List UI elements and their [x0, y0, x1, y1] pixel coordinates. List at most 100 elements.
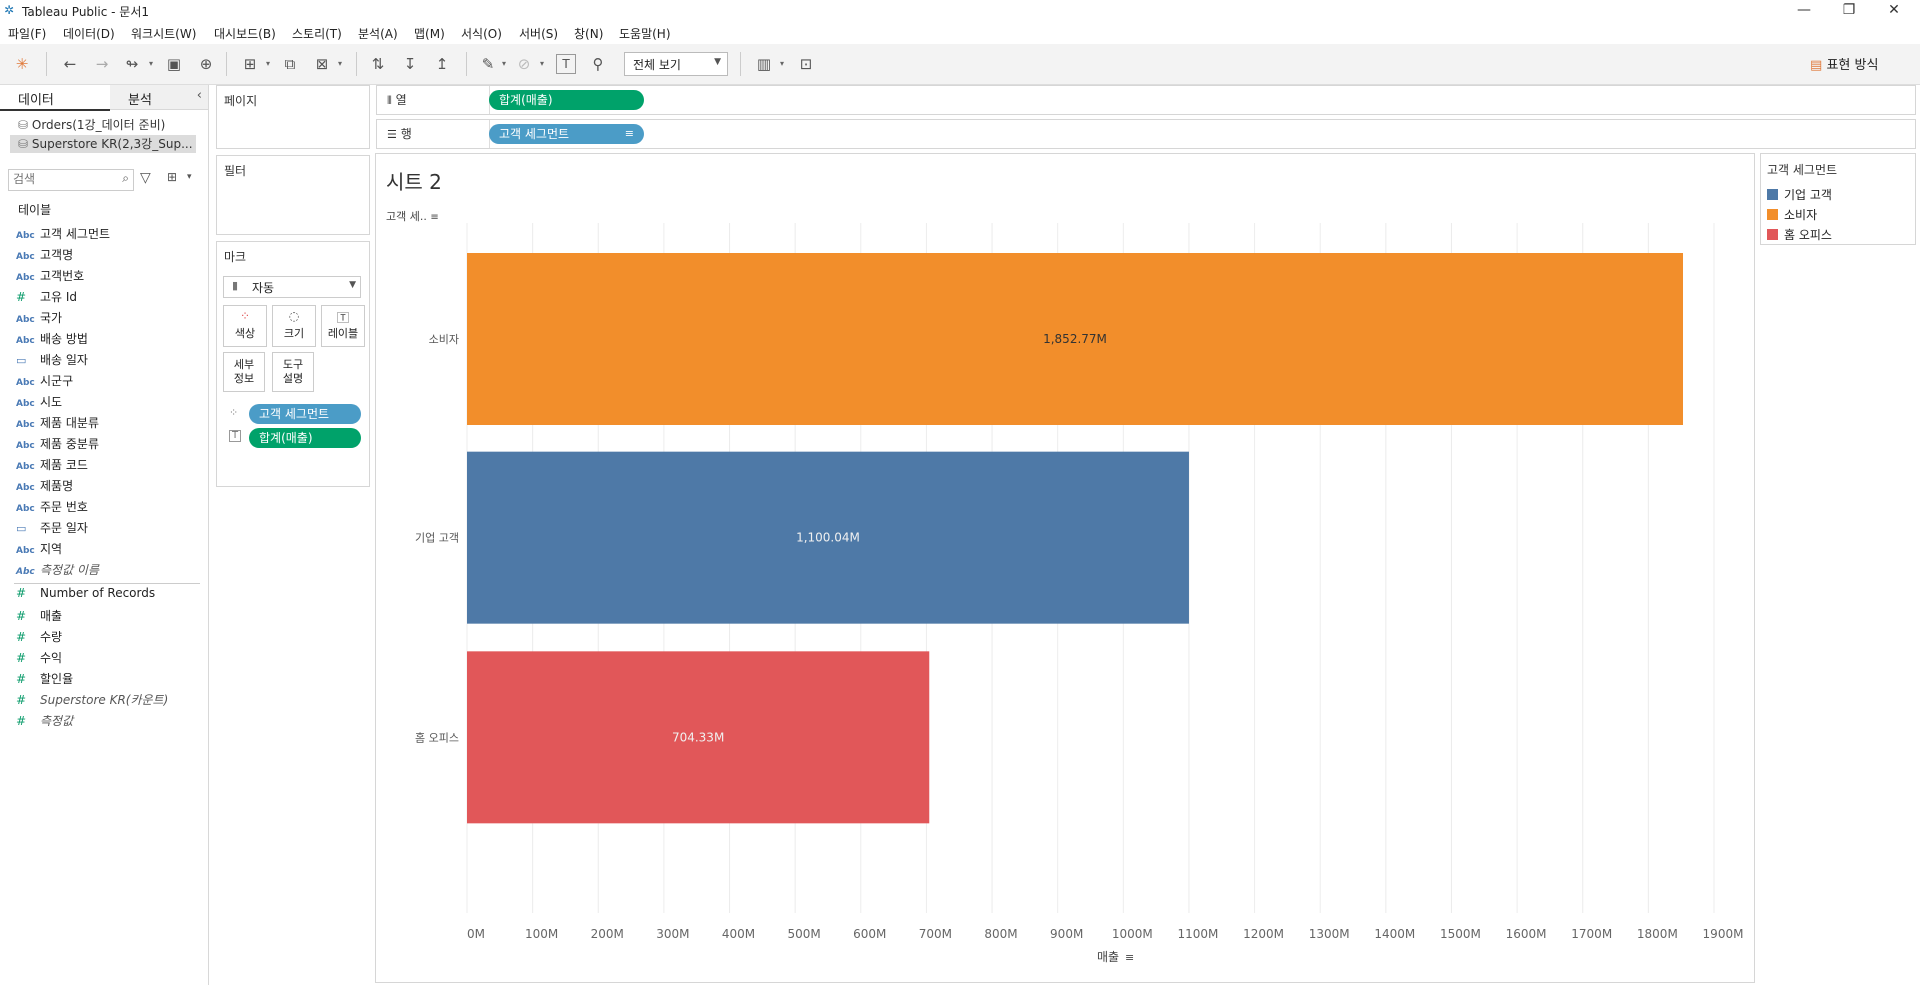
field-item[interactable]: Abc 제품 코드 — [16, 456, 88, 473]
new-worksheet-icon[interactable]: ⊞ — [243, 55, 257, 73]
field-item[interactable]: Abc 국가 — [16, 309, 62, 326]
field-item[interactable]: # Number of Records — [16, 586, 155, 603]
menu-format[interactable]: 서식(O) — [461, 27, 502, 41]
replay-icon[interactable]: ↬ — [125, 55, 139, 73]
tooltip-button[interactable]: 도구 설명 — [272, 352, 314, 392]
menu-dashboard[interactable]: 대시보드(B) — [214, 27, 276, 41]
field-item[interactable]: Abc 제품 중분류 — [16, 435, 99, 452]
x-axis-sort-icon[interactable]: ≡ — [1125, 951, 1134, 964]
save-icon[interactable]: ▣ — [166, 55, 182, 73]
sort-icon[interactable]: ≡ — [430, 212, 439, 223]
pin-axes-icon[interactable]: ⚲ — [592, 55, 604, 73]
restore-icon[interactable]: ❐ — [1842, 2, 1856, 18]
menu-map[interactable]: 맵(M) — [414, 27, 445, 41]
duplicate-sheet-icon[interactable]: ⧉ — [284, 55, 296, 73]
field-item[interactable]: Abc 시도 — [16, 393, 62, 410]
field-item[interactable]: Abc 고객번호 — [16, 267, 84, 284]
sort-descending-icon[interactable]: ↥ — [435, 55, 449, 73]
field-item[interactable]: # 측정값 — [16, 712, 73, 729]
undo-icon[interactable]: ← — [63, 55, 77, 73]
filters-card[interactable]: 필터 — [216, 155, 370, 235]
dropdown-arrow-icon[interactable]: ▾ — [149, 59, 154, 68]
bar[interactable] — [467, 651, 930, 824]
search-icon[interactable]: ⌕ — [122, 171, 129, 185]
clear-sheet-icon[interactable]: ⊠ — [315, 55, 329, 73]
field-item[interactable]: ▭ 배송 일자 — [16, 351, 88, 368]
color-button[interactable]: ⁘ 색상 — [223, 305, 267, 347]
field-item[interactable]: Abc 고객명 — [16, 246, 73, 263]
collapse-pane-icon[interactable]: ‹ — [196, 88, 202, 103]
detail-button[interactable]: 세부 정보 — [223, 352, 265, 392]
color-pill-segment[interactable]: 고객 세그먼트 — [249, 404, 361, 424]
view-data-icon[interactable]: ⊞ — [167, 170, 178, 184]
tab-analysis[interactable]: 분석 ‹ — [110, 85, 208, 110]
fit-view-select[interactable]: 전체 보기 ▼ — [624, 52, 728, 76]
pages-card[interactable]: 페이지 — [216, 85, 370, 149]
sort-ascending-icon[interactable]: ↧ — [403, 55, 417, 73]
field-item[interactable]: # 고유 Id — [16, 288, 77, 305]
search-input[interactable] — [9, 170, 117, 188]
tab-data[interactable]: 데이터 — [0, 85, 110, 111]
columns-shelf[interactable]: ⦀ 열 합계(매출) — [376, 85, 1916, 115]
field-item[interactable]: Abc 주문 번호 — [16, 498, 88, 515]
rows-shelf[interactable]: ☰ 행 고객 세그먼트 ≡ — [376, 119, 1916, 149]
row-header[interactable]: 고객 세.. ≡ — [386, 210, 439, 223]
show-me-button[interactable]: ▤ 표현 방식 — [1810, 58, 1879, 73]
mark-type-select[interactable]: ▮ 자동 ▼ — [223, 276, 361, 298]
menu-data[interactable]: 데이터(D) — [63, 27, 115, 41]
show-mark-labels-icon[interactable]: T — [556, 54, 576, 74]
category-label[interactable]: 소비자 — [429, 333, 459, 346]
field-item[interactable]: Abc 배송 방법 — [16, 330, 88, 347]
close-icon[interactable]: ✕ — [1888, 2, 1900, 18]
menu-file[interactable]: 파일(F) — [8, 27, 47, 41]
legend-item-consumer[interactable]: 소비자 — [1767, 206, 1817, 223]
legend-item-corporate[interactable]: 기업 고객 — [1767, 186, 1832, 203]
dropdown-arrow-icon[interactable]: ▾ — [502, 59, 507, 68]
field-item[interactable]: Abc 측정값 이름 — [16, 561, 99, 578]
field-item[interactable]: Abc 시군구 — [16, 372, 73, 389]
field-item[interactable]: Abc 제품 대분류 — [16, 414, 99, 431]
label-pill-sales[interactable]: 합계(매출) — [249, 428, 361, 448]
field-item[interactable]: # 수량 — [16, 628, 62, 645]
field-item[interactable]: ▭ 주문 일자 — [16, 519, 88, 536]
menu-window[interactable]: 창(N) — [574, 27, 604, 41]
field-item[interactable]: # 할인율 — [16, 670, 73, 687]
filter-icon[interactable]: ▽ — [140, 170, 151, 186]
rows-pill-segment[interactable]: 고객 세그먼트 ≡ — [489, 124, 644, 144]
menu-analysis[interactable]: 분석(A) — [358, 27, 398, 41]
highlight-icon[interactable]: ✎ — [481, 55, 495, 73]
minimize-icon[interactable]: — — [1797, 2, 1811, 18]
presentation-mode-icon[interactable]: ⊡ — [799, 55, 813, 73]
menu-worksheet[interactable]: 워크시트(W) — [131, 27, 197, 41]
bar[interactable] — [467, 253, 1684, 425]
dropdown-arrow-icon[interactable]: ▾ — [187, 172, 192, 182]
columns-pill-sales[interactable]: 합계(매출) — [489, 90, 644, 110]
dropdown-arrow-icon[interactable]: ▾ — [338, 59, 343, 68]
new-datasource-icon[interactable]: ⊕ — [199, 55, 213, 73]
dropdown-arrow-icon[interactable]: ▾ — [540, 59, 545, 68]
category-label[interactable]: 기업 고객 — [415, 532, 459, 545]
swap-rows-columns-icon[interactable]: ⇅ — [371, 55, 385, 73]
tableau-home-icon[interactable]: ✳ — [15, 55, 29, 73]
legend-item-home-office[interactable]: 홈 오피스 — [1767, 226, 1832, 243]
field-item[interactable]: Abc 고객 세그먼트 — [16, 225, 110, 242]
field-item[interactable]: Abc 제품명 — [16, 477, 73, 494]
group-members-icon[interactable]: ⊘ — [517, 55, 531, 73]
menu-help[interactable]: 도움말(H) — [619, 27, 671, 41]
label-button[interactable]: 🅃 레이블 — [321, 305, 365, 347]
field-item[interactable]: # Superstore KR(카운트) — [16, 691, 168, 708]
field-item[interactable]: Abc 지역 — [16, 540, 62, 557]
bar[interactable] — [467, 451, 1189, 624]
datasource-superstore[interactable]: ⛁ Superstore KR(2,3강_Sup... — [10, 135, 196, 153]
menu-server[interactable]: 서버(S) — [519, 27, 559, 41]
menu-story[interactable]: 스토리(T) — [292, 27, 342, 41]
show-cards-icon[interactable]: ▥ — [756, 55, 772, 73]
field-item[interactable]: # 매출 — [16, 607, 62, 624]
datasource-orders[interactable]: ⛁ Orders(1강_데이터 준비) — [18, 118, 166, 132]
redo-icon[interactable]: → — [95, 55, 109, 73]
field-item[interactable]: # 수익 — [16, 649, 62, 666]
category-label[interactable]: 홈 오피스 — [415, 730, 459, 744]
dropdown-arrow-icon[interactable]: ▾ — [266, 59, 271, 68]
dropdown-arrow-icon[interactable]: ▾ — [780, 59, 785, 68]
size-button[interactable]: ◌ 크기 — [272, 305, 316, 347]
